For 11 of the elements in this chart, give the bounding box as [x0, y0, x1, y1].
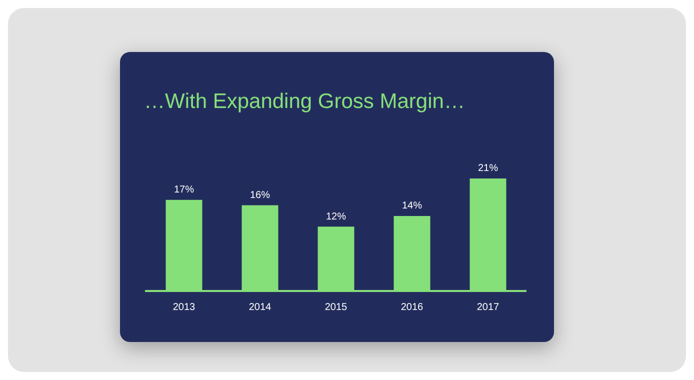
chart-title: …With Expanding Gross Margin…	[144, 90, 465, 114]
x-tick-label: 2013	[172, 302, 196, 313]
data-label: 14%	[402, 200, 422, 212]
x-tick-label: 2015	[324, 302, 348, 313]
data-label: 16%	[250, 190, 270, 201]
data-label: 17%	[174, 184, 194, 196]
x-tick-label: 2017	[476, 302, 500, 313]
x-tick-label: 2014	[248, 302, 272, 313]
data-label: 21%	[478, 163, 498, 174]
x-tick-label: 2016	[400, 302, 424, 313]
data-label: 12%	[326, 211, 346, 222]
